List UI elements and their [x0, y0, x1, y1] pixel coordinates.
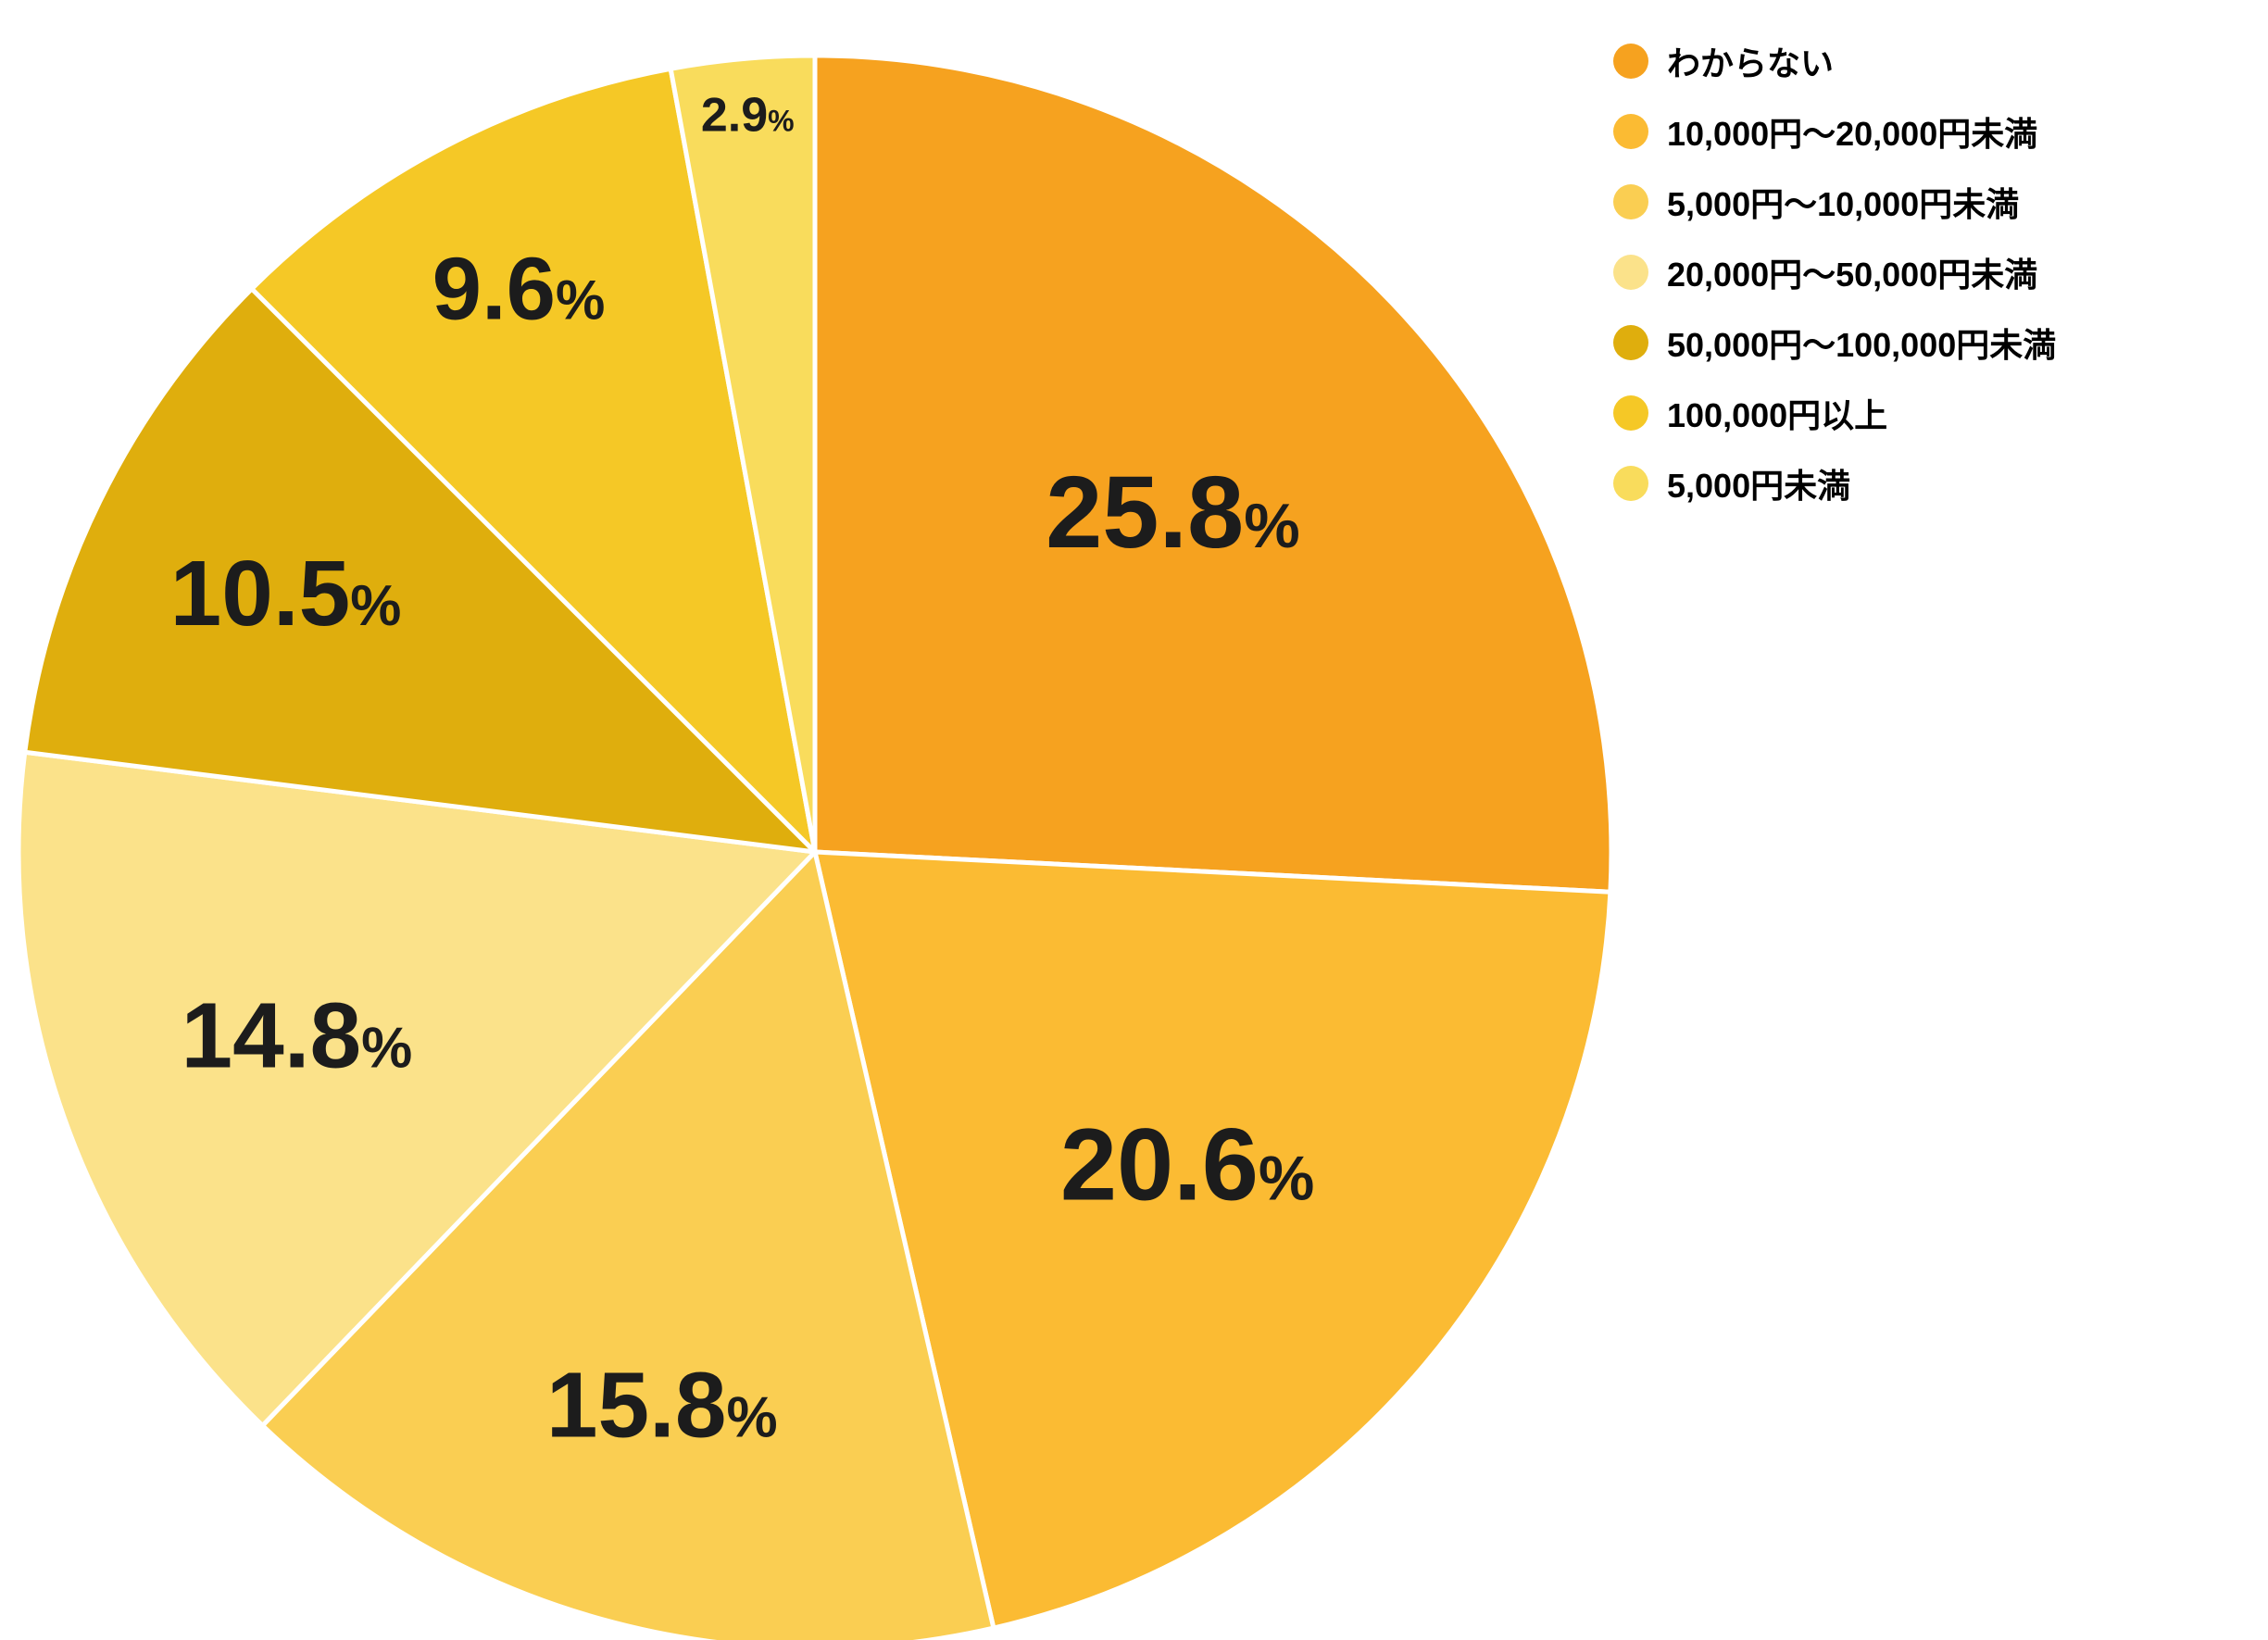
pie-slice — [249, 66, 818, 855]
pie-slice — [668, 53, 818, 855]
slice-label: 15.8% — [546, 1354, 778, 1458]
legend-item: 50,000円〜100,000円未満 — [1613, 315, 2056, 370]
legend-label: 10,000円〜20,000円未満 — [1667, 115, 2038, 153]
pie-slice — [16, 749, 818, 1428]
legend-label: 5,000円〜10,000円未満 — [1667, 185, 2020, 223]
slice-label: 14.8% — [182, 983, 413, 1087]
legend-color-dot — [1613, 255, 1648, 290]
slice-label: 9.6% — [432, 240, 606, 339]
slice-label: 25.8% — [1046, 456, 1300, 570]
legend-item: わからない — [1613, 33, 2056, 89]
pie-slice — [812, 53, 1614, 895]
legend-label: 5,000円未満 — [1667, 467, 1851, 505]
slice-label: 2.9% — [701, 89, 795, 143]
legend-label: わからない — [1667, 44, 1835, 82]
legend-item: 5,000円未満 — [1613, 456, 2056, 511]
legend-label: 20,000円〜50,000円未満 — [1667, 256, 2038, 294]
legend-color-dot — [1613, 466, 1648, 501]
slice-label: 20.6% — [1060, 1108, 1315, 1221]
pie-slice — [812, 849, 1613, 1631]
pie-slice — [259, 849, 996, 1640]
legend-color-dot — [1613, 184, 1648, 219]
legend-label: 100,000円以上 — [1667, 396, 1888, 434]
legend: わからない 10,000円〜20,000円未満 5,000円〜10,000円未満 20… — [1613, 33, 2056, 511]
legend-item: 10,000円〜20,000円未満 — [1613, 104, 2056, 159]
slice-label: 10.5% — [170, 542, 402, 645]
legend-color-dot — [1613, 114, 1648, 149]
legend-item: 100,000円以上 — [1613, 385, 2056, 441]
legend-color-dot — [1613, 395, 1648, 431]
legend-item: 5,000円〜10,000円未満 — [1613, 174, 2056, 230]
legend-color-dot — [1613, 325, 1648, 360]
pie-slice — [22, 286, 818, 855]
legend-item: 20,000円〜50,000円未満 — [1613, 244, 2056, 300]
legend-label: 50,000円〜100,000円未満 — [1667, 326, 2057, 364]
legend-color-dot — [1613, 44, 1648, 79]
